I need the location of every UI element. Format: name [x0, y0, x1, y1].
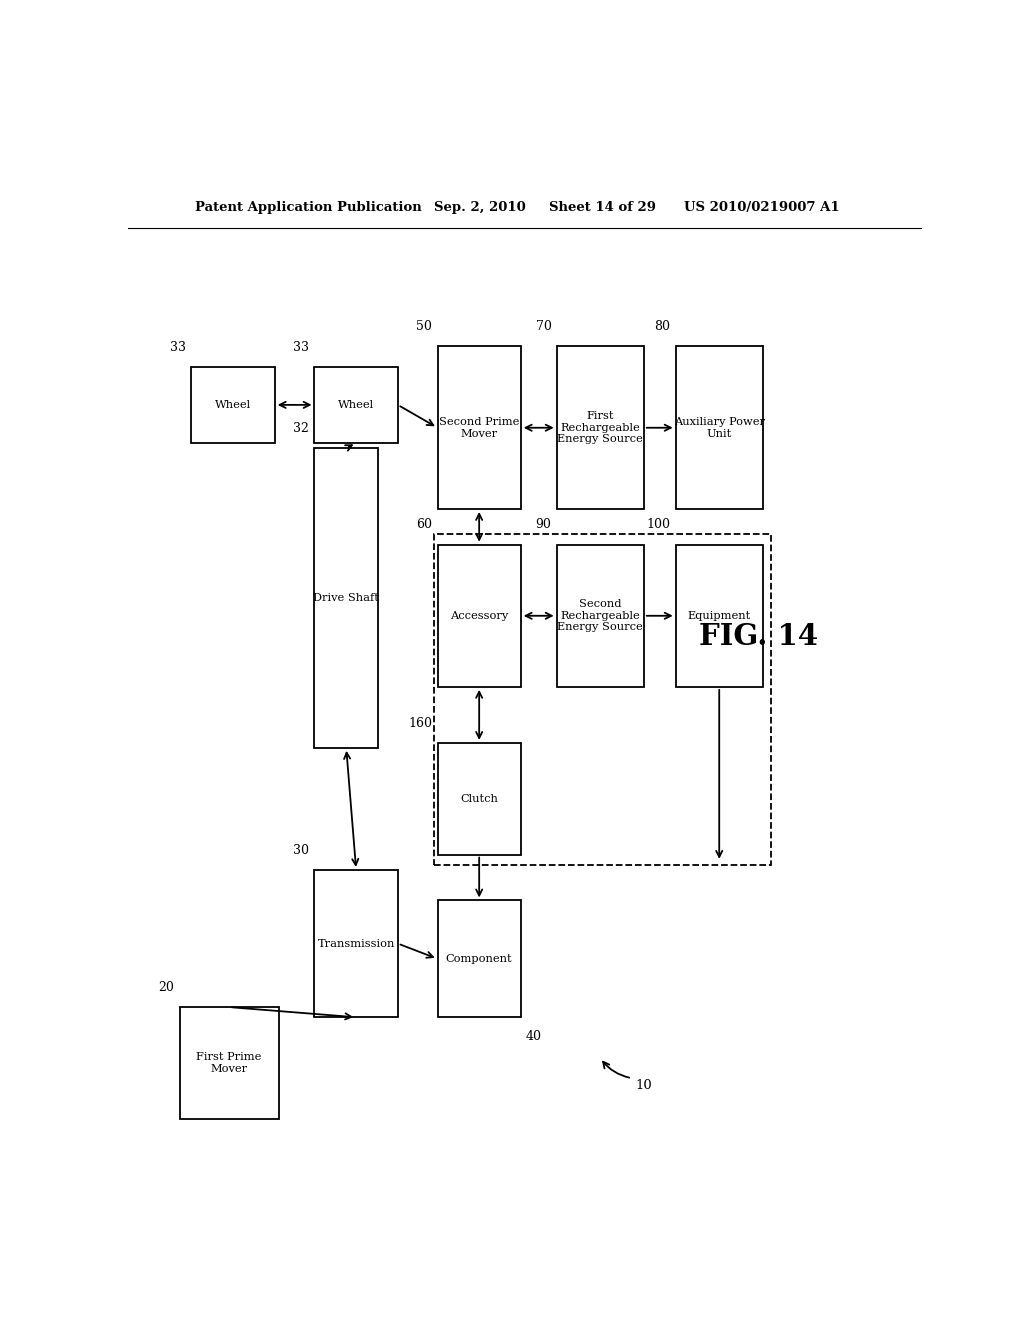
- Text: FIG. 14: FIG. 14: [699, 622, 818, 651]
- Bar: [314, 870, 397, 1018]
- Bar: [437, 743, 521, 854]
- Text: Component: Component: [445, 954, 512, 964]
- Text: 70: 70: [536, 321, 551, 333]
- Bar: [676, 545, 763, 686]
- Text: 160: 160: [409, 717, 432, 730]
- Text: 40: 40: [526, 1031, 542, 1044]
- Text: Drive Shaft: Drive Shaft: [313, 593, 379, 603]
- Bar: [676, 346, 763, 510]
- Bar: [191, 367, 274, 444]
- Text: Equipment: Equipment: [687, 611, 751, 620]
- Text: First
Rechargeable
Energy Source: First Rechargeable Energy Source: [557, 411, 643, 445]
- Text: 60: 60: [417, 519, 432, 532]
- Bar: [314, 367, 397, 444]
- Text: 33: 33: [293, 341, 309, 354]
- Bar: [437, 545, 521, 686]
- Bar: [557, 346, 644, 510]
- Text: 30: 30: [293, 843, 309, 857]
- Bar: [557, 545, 644, 686]
- Text: 10: 10: [636, 1078, 652, 1092]
- Bar: [437, 346, 521, 510]
- Text: Wheel: Wheel: [215, 400, 251, 411]
- Text: Transmission: Transmission: [317, 939, 395, 949]
- Text: Second
Rechargeable
Energy Source: Second Rechargeable Energy Source: [557, 599, 643, 632]
- Text: 32: 32: [294, 422, 309, 434]
- Text: 90: 90: [536, 519, 551, 532]
- Bar: [433, 535, 771, 865]
- Bar: [314, 447, 378, 748]
- Text: US 2010/0219007 A1: US 2010/0219007 A1: [684, 201, 839, 214]
- Text: Sep. 2, 2010: Sep. 2, 2010: [433, 201, 525, 214]
- Bar: [437, 900, 521, 1018]
- Text: Sheet 14 of 29: Sheet 14 of 29: [549, 201, 655, 214]
- Text: Patent Application Publication: Patent Application Publication: [196, 201, 422, 214]
- Text: 100: 100: [646, 519, 671, 532]
- Text: Wheel: Wheel: [338, 400, 374, 411]
- Text: Clutch: Clutch: [460, 793, 498, 804]
- Text: 20: 20: [159, 981, 174, 994]
- Text: 33: 33: [170, 341, 186, 354]
- Text: 50: 50: [417, 321, 432, 333]
- Text: Auxiliary Power
Unit: Auxiliary Power Unit: [674, 417, 765, 438]
- Text: Accessory: Accessory: [450, 611, 508, 620]
- Bar: [179, 1007, 279, 1119]
- Text: 80: 80: [654, 321, 671, 333]
- Text: Second Prime
Mover: Second Prime Mover: [439, 417, 519, 438]
- Text: First Prime
Mover: First Prime Mover: [197, 1052, 262, 1073]
